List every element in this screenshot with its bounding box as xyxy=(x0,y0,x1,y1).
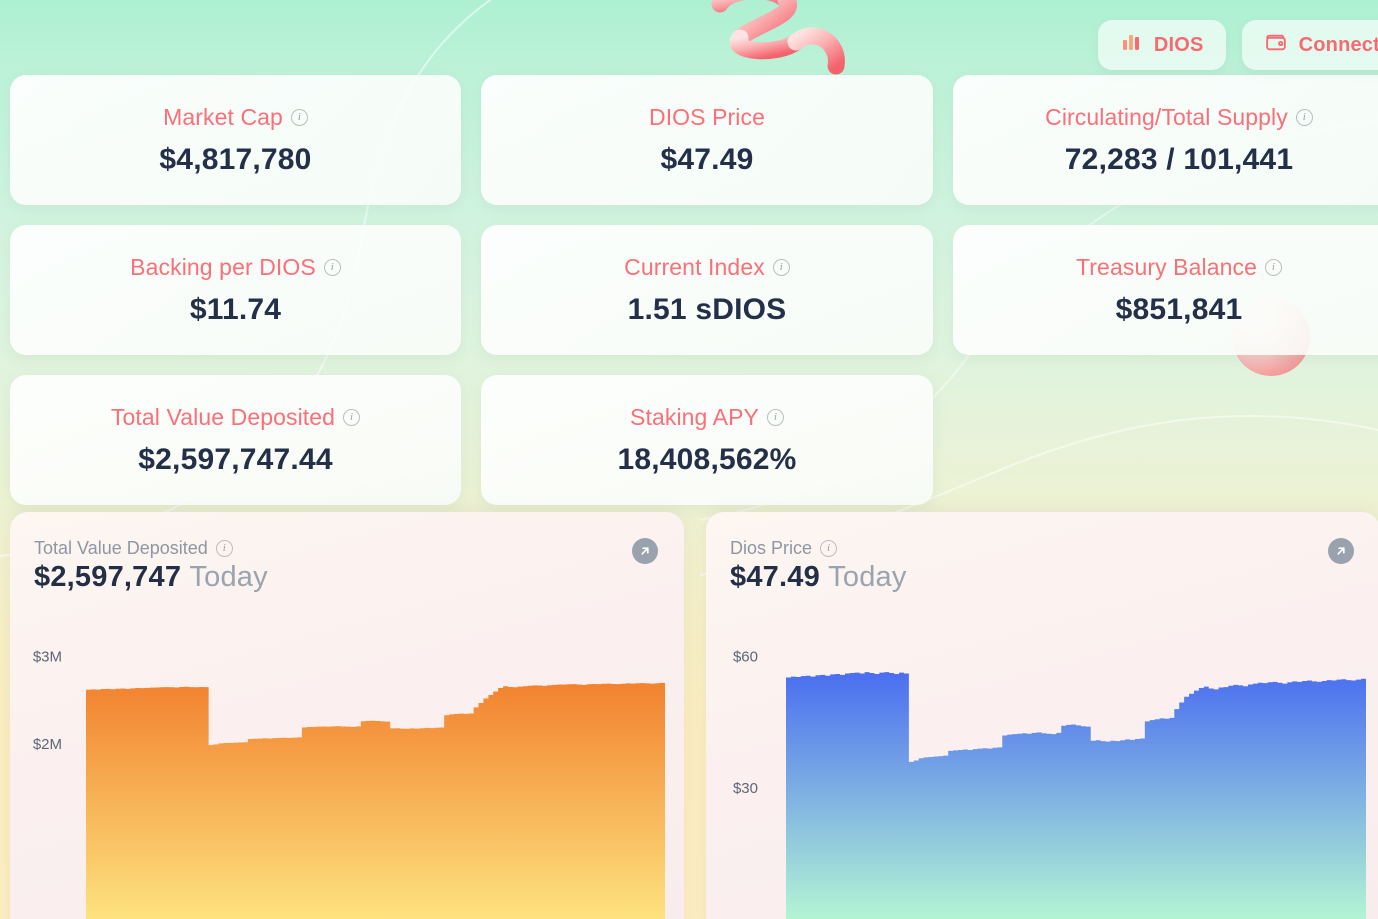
stat-value: 18,408,562% xyxy=(617,442,797,476)
stat-card-current-index: Current Index i 1.51 sDIOS xyxy=(481,225,933,355)
stat-label-text: Backing per DIOS xyxy=(130,253,316,280)
area-chart-svg: $60 $30 xyxy=(733,648,1366,919)
chart-title: Dios Price xyxy=(730,538,813,558)
stat-label-text: Circulating/Total Supply xyxy=(1045,103,1288,130)
stat-label: Total Value Deposited i xyxy=(110,403,361,431)
y-axis-tick-label: $2M xyxy=(33,736,62,753)
dios-button[interactable]: DIOS xyxy=(1097,20,1226,70)
stat-card-market-cap: Market Cap i $4,817,780 xyxy=(10,75,461,205)
stat-label-text: DIOS Price xyxy=(648,103,766,130)
stats-grid: Market Cap i $4,817,780 DIOS Price $47.4… xyxy=(10,75,1378,505)
stat-value: $851,841 xyxy=(1115,292,1243,326)
chart-period-label: Today xyxy=(189,561,268,593)
chart-value: $2,597,747 xyxy=(34,561,182,593)
stat-card-treasury-balance: Treasury Balance i $851,841 xyxy=(953,225,1378,355)
stat-value: $11.74 xyxy=(189,292,282,326)
stat-card-staking-apy: Staking APY i 18,408,562% xyxy=(481,375,933,505)
info-icon[interactable]: i xyxy=(820,540,838,557)
stat-label: Current Index i xyxy=(624,254,790,281)
stat-label: DIOS Price xyxy=(649,104,765,131)
stat-value: 1.51 sDIOS xyxy=(627,292,787,326)
stat-value: 72,283 / 101,441 xyxy=(1064,142,1294,176)
y-axis-tick-label: $30 xyxy=(733,780,758,797)
external-link-icon[interactable] xyxy=(1328,538,1354,564)
stat-label-text: Treasury Balance xyxy=(1076,253,1257,280)
chart-card-total-value-deposited: Total Value Deposited i $2,597,747 Today… xyxy=(10,512,684,919)
stat-card-circulating-total-supply: Circulating/Total Supply i 72,283 / 101,… xyxy=(953,75,1378,205)
header-actions: DIOS Connect xyxy=(1097,20,1378,70)
stat-label-text: Staking APY xyxy=(630,403,759,430)
stat-card-dios-price: DIOS Price $47.49 xyxy=(481,75,933,205)
info-icon[interactable]: i xyxy=(766,408,784,426)
info-icon[interactable]: i xyxy=(343,408,361,426)
y-axis-tick-label: $60 xyxy=(733,648,758,665)
chart-header: Total Value Deposited i xyxy=(34,538,662,559)
chart-headline-value: $47.49 Today xyxy=(730,561,1358,594)
info-icon[interactable]: i xyxy=(1265,258,1282,276)
chart-header: Dios Price i xyxy=(730,538,1358,559)
chart-headline-value: $2,597,747 Today xyxy=(34,561,662,594)
info-icon[interactable]: i xyxy=(323,258,341,276)
info-icon[interactable]: i xyxy=(215,540,233,557)
connect-wallet-label: Connect xyxy=(1298,33,1378,56)
stat-value: $2,597,747.44 xyxy=(138,442,333,476)
stat-label: Backing per DIOS i xyxy=(130,254,341,281)
stat-card-total-value-deposited: Total Value Deposited i $2,597,747.44 xyxy=(10,375,461,505)
stat-card-placeholder xyxy=(953,375,1378,505)
external-link-icon[interactable] xyxy=(632,538,658,564)
chart-card-dios-price: Dios Price i $47.49 Today $60 $30 xyxy=(706,512,1378,919)
info-icon[interactable]: i xyxy=(1295,108,1313,126)
stat-label-text: Total Value Deposited xyxy=(110,403,336,430)
chart-value: $47.49 xyxy=(730,561,820,593)
charts-row: Total Value Deposited i $2,597,747 Today… xyxy=(10,512,1378,919)
chart-period-label: Today xyxy=(828,561,907,593)
y-axis-tick-label: $3M xyxy=(33,648,62,665)
stat-label: Market Cap i xyxy=(163,104,308,131)
stat-label: Circulating/Total Supply i xyxy=(1045,104,1313,131)
stat-value: $47.49 xyxy=(660,142,754,176)
stat-card-backing-per-dios: Backing per DIOS i $11.74 xyxy=(10,225,461,355)
info-icon[interactable]: i xyxy=(772,258,790,276)
stat-label-text: Market Cap xyxy=(163,103,283,130)
stat-label-text: Current Index xyxy=(624,253,765,280)
wallet-icon xyxy=(1264,30,1289,61)
chart-plot-area: $60 $30 xyxy=(706,620,1378,919)
bar-chart-icon xyxy=(1120,30,1144,60)
info-icon[interactable]: i xyxy=(290,108,308,126)
chart-title: Total Value Deposited xyxy=(34,538,208,558)
area-chart-svg: $3M $2M xyxy=(33,648,665,919)
dios-button-label: DIOS xyxy=(1153,33,1204,56)
connect-wallet-button[interactable]: Connect xyxy=(1241,20,1378,70)
stat-label: Staking APY i xyxy=(630,404,784,431)
stat-label: Treasury Balance i xyxy=(1076,254,1282,281)
chart-plot-area: $3M $2M xyxy=(10,620,684,919)
stat-value: $4,817,780 xyxy=(159,142,312,176)
